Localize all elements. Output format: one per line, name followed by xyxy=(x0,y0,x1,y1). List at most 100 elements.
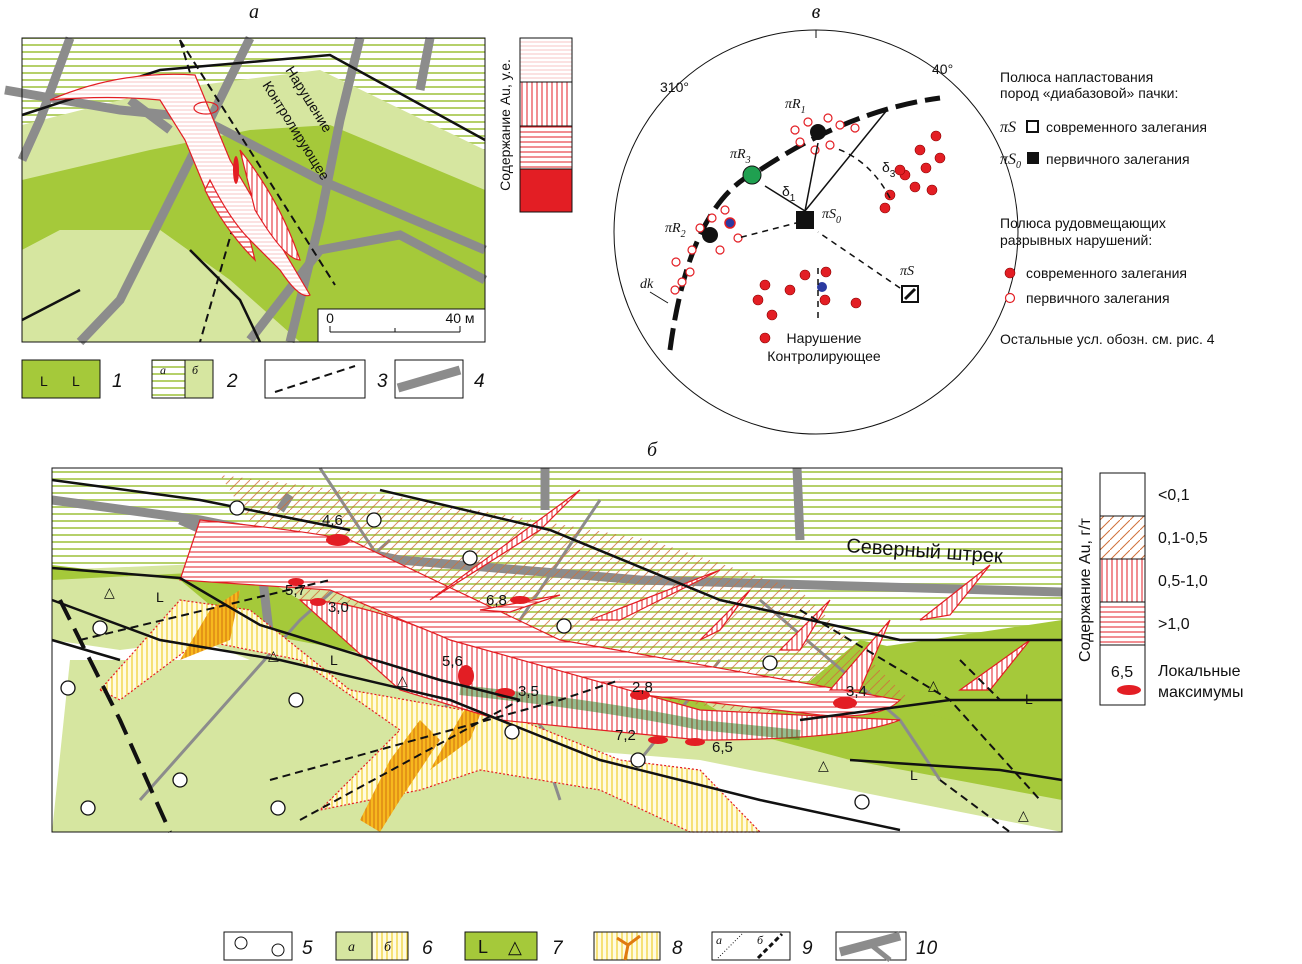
legend-title: пород «диабазовой» пачки: xyxy=(1000,85,1178,101)
maximum-label: 7,2 xyxy=(615,727,636,744)
svg-text:L: L xyxy=(156,589,164,605)
map-b: △ L△ L△ △L△L△ Северный штрек 4,6 5,7 3,0 6… xyxy=(51,467,1063,833)
legend-text: первичного залегания xyxy=(1046,151,1190,167)
legend-num: 7 xyxy=(552,938,564,959)
legend-text: современного залегания xyxy=(1046,119,1207,135)
legend-num: 3 xyxy=(377,371,388,392)
svg-text:L: L xyxy=(910,767,918,783)
pole-label: πR1 xyxy=(785,97,806,116)
pole-main: πR xyxy=(665,221,681,236)
legend-title: Содержание Au, г/т xyxy=(1077,517,1094,662)
legend-num: 1 xyxy=(112,371,123,392)
panel-label: в xyxy=(812,1,821,23)
pole-main: πS xyxy=(822,207,836,222)
legend-note: Остальные усл. обозн. см. рис. 4 xyxy=(1000,331,1215,347)
legend-v: Полюса напластования пород «диабазовой» … xyxy=(1000,69,1215,347)
legend-sub: б xyxy=(384,940,392,955)
delta-label: δ3 xyxy=(882,159,896,180)
grade-label: >1,0 xyxy=(1158,616,1190,633)
grade-label: 0,1-0,5 xyxy=(1158,530,1208,547)
legend-title: Полюса напластования xyxy=(1000,69,1153,85)
pole-sub: 3 xyxy=(745,155,751,166)
legend-a: Содержание Au, у.е. xyxy=(497,37,573,213)
maximum-label: 2,8 xyxy=(632,679,653,696)
maximum-label: 5,6 xyxy=(442,653,463,670)
maximum-label: 3,4 xyxy=(846,683,867,700)
svg-text:△: △ xyxy=(104,584,115,600)
legend-sub: б xyxy=(757,933,764,947)
legend-b: Содержание Au, г/т <0,1 0,1-0,5 0,5-1,0 … xyxy=(1077,472,1244,706)
legend-text: первичного залегания xyxy=(1026,290,1170,306)
panel-label: а xyxy=(249,1,259,23)
legend-text: современного залегания xyxy=(1026,265,1187,281)
maximum-label: 6,8 xyxy=(486,592,507,609)
svg-text:L: L xyxy=(330,652,338,668)
legend-num: 2 xyxy=(226,371,238,392)
delta-main: δ xyxy=(882,159,890,175)
legend-num: 5 xyxy=(302,938,313,959)
pole-label: πS xyxy=(900,264,914,279)
scale-label: 40 м xyxy=(445,310,474,326)
legend-num: 10 xyxy=(916,938,938,959)
pole-label: πR3 xyxy=(730,147,751,166)
legend-num: 9 xyxy=(802,938,813,959)
panel-label: б xyxy=(647,439,658,461)
legend-num: 4 xyxy=(474,371,485,392)
legend-sub: а xyxy=(160,363,166,377)
max-sample: 6,5 xyxy=(1111,664,1133,681)
grade-label: <0,1 xyxy=(1158,487,1190,504)
delta-sub: 3 xyxy=(890,169,896,180)
pole-label: πR2 xyxy=(665,221,686,240)
fault-label: Нарушение xyxy=(787,330,862,346)
legend-top: L L 1 а б 2 3 4 xyxy=(21,359,485,399)
legend-sub: а xyxy=(348,940,355,955)
legend-symbol-sub: 0 xyxy=(1016,160,1021,171)
max-label: Локальные xyxy=(1158,663,1241,680)
max-label: максимумы xyxy=(1158,684,1244,701)
svg-text:L: L xyxy=(478,937,488,957)
pole-sub: 0 xyxy=(836,215,841,226)
delta-main: δ xyxy=(782,183,790,199)
maximum-label: 4,6 xyxy=(322,512,343,529)
svg-text:L: L xyxy=(1025,691,1033,707)
azimuth: 40° xyxy=(932,61,953,77)
maximum-label: 3,0 xyxy=(328,599,349,616)
svg-text:△: △ xyxy=(1018,807,1029,823)
legend-bottom: 5 а б 6 L △ 7 8 а б 9 10 xyxy=(223,931,938,962)
svg-text:△: △ xyxy=(268,647,279,663)
svg-text:△: △ xyxy=(508,937,522,957)
svg-text:△: △ xyxy=(928,677,939,693)
legend-num: 6 xyxy=(422,938,433,959)
legend-symbol: πS0 xyxy=(1000,151,1021,171)
stereonet: 310° 40° dk πR1 πR3 πR2 πS0 πS δ1 δ3 Нар… xyxy=(613,29,1019,435)
legend-sub: б xyxy=(192,363,199,377)
svg-text:L: L xyxy=(40,373,48,389)
delta-label: δ1 xyxy=(782,183,796,204)
svg-text:△: △ xyxy=(397,672,408,688)
fault-label: Контролирующее xyxy=(767,348,881,364)
svg-text:L: L xyxy=(72,373,80,389)
legend-title: Полюса рудовмещающих xyxy=(1000,215,1166,231)
pole-label: πS0 xyxy=(822,207,841,226)
legend-title: разрывных нарушений: xyxy=(1000,232,1152,248)
grade-label: 0,5-1,0 xyxy=(1158,573,1208,590)
legend-title: Содержание Au, у.е. xyxy=(497,59,513,191)
pole-main: πR xyxy=(730,147,746,162)
legend-num: 8 xyxy=(672,938,683,959)
map-a: Нарушение Контролирующее 0 40 м xyxy=(4,36,488,346)
legend-symbol-main: πS xyxy=(1000,151,1016,168)
azimuth: 310° xyxy=(660,79,689,95)
maximum-label: 5,7 xyxy=(285,582,306,599)
pole-main: πR xyxy=(785,97,801,112)
maximum-label: 3,5 xyxy=(518,683,539,700)
maximum-label: 6,5 xyxy=(712,739,733,756)
legend-sub: а xyxy=(716,933,722,947)
scale-label: 0 xyxy=(326,310,334,326)
delta-sub: 1 xyxy=(790,193,796,204)
pole-sub: 1 xyxy=(801,105,806,116)
legend-symbol: πS xyxy=(1000,119,1016,136)
pole-sub: 2 xyxy=(681,229,686,240)
dk-label: dk xyxy=(640,277,654,292)
svg-text:△: △ xyxy=(818,757,829,773)
